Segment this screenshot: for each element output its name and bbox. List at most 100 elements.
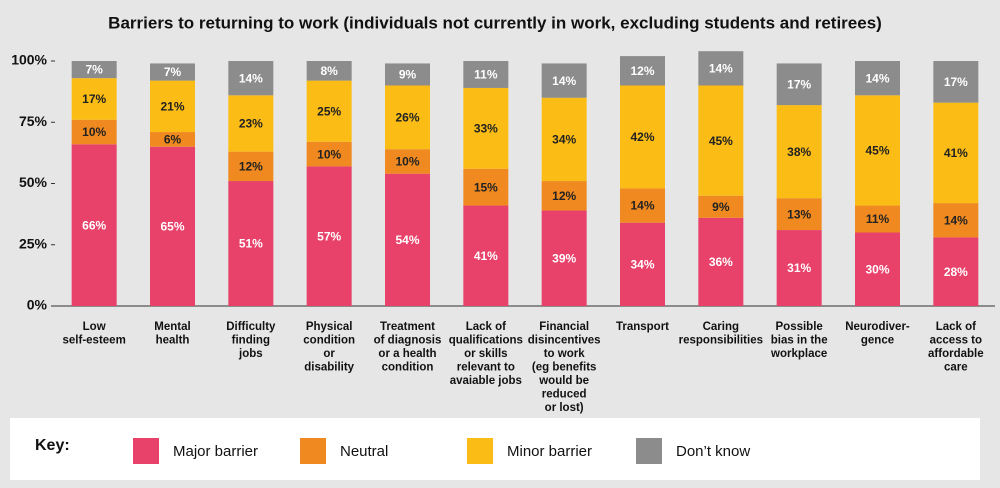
value-label: 14% bbox=[865, 71, 889, 85]
bar-segment bbox=[541, 63, 587, 98]
bar-segment bbox=[306, 141, 352, 167]
value-label: 26% bbox=[395, 111, 419, 125]
x-tick-label: Treatment bbox=[380, 321, 435, 333]
bar-segment bbox=[698, 195, 744, 218]
bar-segment bbox=[855, 95, 900, 206]
value-label: 12% bbox=[630, 64, 654, 78]
x-tick-label: disability bbox=[304, 362, 354, 374]
value-label: 11% bbox=[866, 212, 890, 226]
x-tick-label: Lack of bbox=[936, 321, 976, 333]
value-label: 41% bbox=[474, 249, 498, 263]
bar-segment bbox=[541, 181, 587, 211]
value-label: 23% bbox=[239, 117, 263, 131]
bar-segment bbox=[71, 61, 117, 79]
x-tick-label: of diagnosis bbox=[374, 335, 442, 347]
bar-segment bbox=[71, 119, 117, 145]
y-tick-label: 50% bbox=[19, 174, 48, 190]
y-tick-label: 75% bbox=[19, 113, 48, 129]
legend-swatch bbox=[300, 438, 326, 464]
bar-segment bbox=[776, 230, 822, 306]
bar-segment bbox=[71, 144, 117, 306]
value-label: 7% bbox=[85, 63, 103, 77]
legend-swatch bbox=[467, 438, 493, 464]
x-tick-label: to work bbox=[544, 348, 585, 360]
bar-segment bbox=[855, 61, 900, 96]
value-label: 12% bbox=[239, 160, 263, 174]
value-label: 13% bbox=[787, 207, 811, 221]
x-tick-label: or bbox=[323, 348, 335, 360]
value-label: 15% bbox=[474, 180, 498, 194]
legend-label: Neutral bbox=[340, 443, 388, 460]
x-tick-label: Lack of bbox=[466, 321, 506, 333]
x-tick-label: bias in the bbox=[771, 335, 828, 347]
value-label: 41% bbox=[944, 146, 968, 160]
x-tick-label: relevant to bbox=[457, 362, 515, 374]
bar-segment bbox=[620, 85, 665, 189]
value-label: 42% bbox=[630, 130, 654, 144]
value-label: 9% bbox=[399, 68, 417, 82]
x-tick-label: Transport bbox=[616, 321, 669, 333]
x-tick-label: care bbox=[944, 362, 968, 374]
x-tick-label: gence bbox=[861, 335, 894, 347]
x-tick-label: responsibilities bbox=[679, 335, 763, 347]
bar-segment bbox=[776, 198, 822, 231]
value-label: 14% bbox=[239, 71, 263, 85]
x-tick-label: or skills bbox=[464, 348, 507, 360]
value-label: 39% bbox=[552, 251, 576, 265]
x-tick-label: Neurodiver- bbox=[845, 321, 910, 333]
bar-segment bbox=[150, 63, 195, 81]
x-tick-label: health bbox=[156, 335, 190, 347]
value-label: 66% bbox=[82, 218, 106, 232]
value-label: 17% bbox=[944, 75, 968, 89]
x-tick-label: Low bbox=[83, 321, 106, 333]
value-label: 14% bbox=[944, 213, 968, 227]
x-tick-label: disincentives bbox=[528, 335, 601, 347]
bar-segment bbox=[933, 61, 979, 103]
bar-segment bbox=[228, 61, 274, 96]
bar-segment bbox=[463, 87, 509, 169]
value-label: 17% bbox=[787, 77, 811, 91]
bar-segment bbox=[150, 80, 195, 133]
value-label: 36% bbox=[709, 255, 733, 269]
value-label: 54% bbox=[395, 233, 419, 247]
bar-segment bbox=[541, 97, 587, 182]
value-label: 38% bbox=[787, 145, 811, 159]
x-tick-label: access to bbox=[930, 335, 982, 347]
x-tick-label: Financial bbox=[539, 321, 589, 333]
value-label: 33% bbox=[474, 122, 498, 136]
bar-segment bbox=[150, 146, 195, 306]
bar-segment bbox=[620, 188, 665, 223]
bar-segment bbox=[698, 85, 744, 196]
bar-segment bbox=[463, 168, 509, 206]
x-tick-label: Physical bbox=[306, 321, 353, 333]
x-tick-label: condition bbox=[303, 335, 355, 347]
bar-segment bbox=[385, 63, 430, 86]
value-label: 7% bbox=[164, 65, 182, 79]
x-tick-label: reduced bbox=[542, 389, 587, 401]
legend-title: Key: bbox=[35, 437, 70, 454]
x-tick-label: self-esteem bbox=[63, 335, 126, 347]
value-label: 34% bbox=[552, 133, 576, 147]
x-tick-label: affordable bbox=[928, 348, 984, 360]
legend-swatch bbox=[636, 438, 662, 464]
bar-segment bbox=[306, 166, 352, 306]
y-tick-label: 25% bbox=[19, 235, 48, 251]
value-label: 57% bbox=[317, 229, 341, 243]
value-label: 12% bbox=[552, 189, 576, 203]
bar-segment bbox=[385, 85, 430, 150]
y-tick-label: 100% bbox=[11, 52, 47, 68]
bar-segment bbox=[620, 222, 665, 306]
value-label: 6% bbox=[164, 133, 182, 147]
value-label: 34% bbox=[630, 258, 654, 272]
value-label: 21% bbox=[160, 99, 184, 113]
x-tick-label: workplace bbox=[770, 348, 827, 360]
bar-segment bbox=[385, 173, 430, 306]
value-label: 30% bbox=[865, 262, 889, 276]
bar-segment bbox=[620, 56, 665, 86]
value-label: 9% bbox=[712, 200, 730, 214]
x-tick-label: jobs bbox=[238, 348, 263, 360]
bar-segment bbox=[463, 61, 509, 88]
legend-label: Don’t know bbox=[676, 443, 750, 460]
value-label: 45% bbox=[709, 134, 733, 148]
